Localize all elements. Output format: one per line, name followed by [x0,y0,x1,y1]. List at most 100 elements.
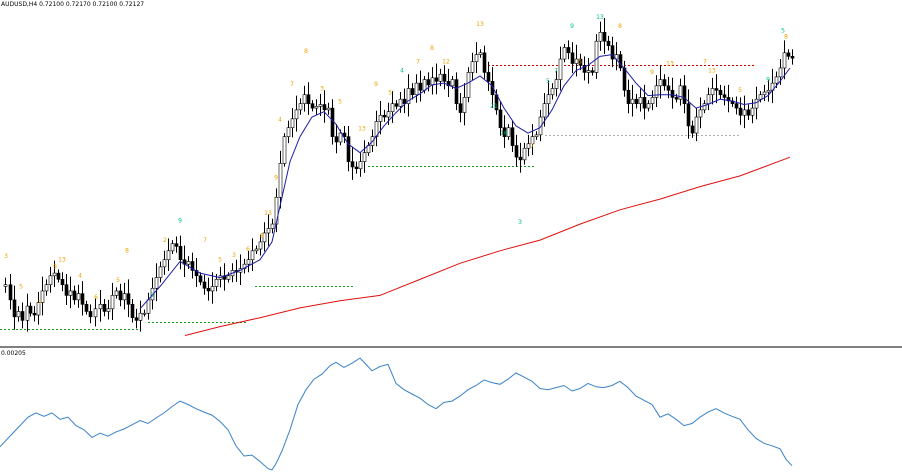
candle-body [782,52,787,69]
candle-body [12,299,17,318]
signal-label: 13 [264,210,272,217]
candle-body [570,52,575,64]
candle-body [386,111,391,118]
candle-body [786,52,791,57]
candle-body [574,58,579,64]
candle-body [630,98,635,104]
candle-body [538,116,543,136]
candle-body [634,98,639,104]
candle-body [590,70,595,73]
candle-body [562,47,567,60]
candle-body [142,312,147,315]
candle-body [290,118,295,129]
candle-body [88,311,93,318]
candle-body [114,290,119,296]
candle-body [318,104,323,107]
signal-label: 7 [290,81,294,88]
candle-body [322,104,327,111]
ohlc-label: 0.72100 0.72170 0.72100 0.72127 [39,1,145,8]
signal-label: 5 [781,27,785,34]
signal-label: 9 [274,174,278,181]
candle-body [682,85,687,104]
candle-body [694,116,699,134]
candle-body [718,89,723,96]
candle-body [3,284,8,287]
candle-body [150,287,155,301]
candle-body [358,161,363,170]
candle-body [406,88,411,104]
candle-body [306,94,311,104]
candle-body [158,266,163,278]
candle-body [134,317,139,321]
candle-body [710,88,715,96]
candle-body [754,98,759,109]
candle-body [566,47,571,54]
candle-body [102,304,107,312]
candle-body [466,72,471,98]
candle-body [286,127,291,137]
candle-body [110,295,115,310]
candle-body [60,279,65,286]
signal-label: 8 [260,232,264,239]
signal-label: 4 [400,67,404,74]
candle-body [738,107,743,116]
signal-label: 7 [203,237,207,244]
candle-body [266,228,271,234]
candle-body [270,223,275,229]
candle-body [658,79,663,87]
candle-body [474,54,479,63]
candle-body [84,304,89,312]
candle-body [442,73,447,82]
candle-body [778,67,783,78]
signal-label: 9 [374,81,378,88]
signal-label: 7 [703,59,707,66]
candle-body [526,143,531,149]
candle-body [714,88,719,91]
indicator-pane [0,357,793,471]
candle-body [36,302,41,316]
candle-body [382,114,387,118]
candle-body [16,311,21,318]
candle-body [622,67,627,91]
candle-body [48,275,53,286]
candle-body [666,85,671,91]
candle-body [394,103,399,107]
candle-body [774,76,779,84]
candle-body [68,290,73,296]
candle-body [478,52,483,55]
candle-body [190,261,195,271]
candle-body [722,94,727,98]
candle-body [758,94,763,100]
candle-body [542,103,547,118]
signal-label: 5 [578,59,582,66]
candle-body [72,290,77,301]
candle-body [454,79,459,104]
candle-body [690,125,695,134]
symbol-label: AUDUSD,H4 [1,1,38,8]
candle-body [470,61,475,73]
candle-body [122,293,127,301]
candle-body [250,250,255,261]
signal-label: 6 [94,294,98,301]
signal-label: 5 [19,283,23,290]
candle-body [702,103,707,111]
candle-body [146,299,151,314]
chart-header: AUDUSD,H4 0.72100 0.72170 0.72100 0.7212… [1,1,144,8]
candle-body [314,106,319,109]
signal-label: 9 [650,69,654,76]
candle-body [626,89,631,104]
candle-body [514,145,519,158]
candlestick-series [3,18,795,332]
candle-body [80,293,85,305]
signal-label: 9 [570,23,574,30]
candle-body [414,82,419,96]
candle-body [742,109,747,116]
candle-body [646,103,651,109]
indicator-line [0,357,793,471]
slow-ma-line [184,156,791,336]
candle-body [398,98,403,107]
signal-label: 3 [4,253,8,260]
signal-label: 3 [518,219,522,226]
signal-label: 21 [490,103,498,110]
